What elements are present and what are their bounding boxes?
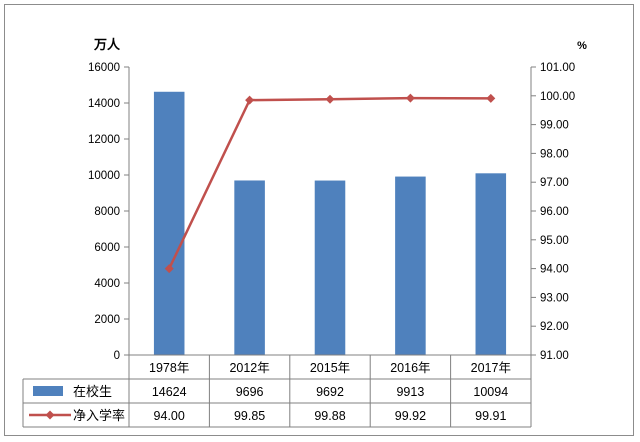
legend-label: 净入学率 [73,408,125,423]
category-label: 2015年 [310,361,350,375]
table-cell: 14624 [152,385,187,399]
table-cell: 99.92 [395,409,426,423]
category-label: 2017年 [471,361,511,375]
rate-marker [325,94,335,104]
bar [395,176,426,355]
left-tick-label: 12000 [88,134,120,146]
right-tick-label: 91.00 [540,350,569,362]
bar [234,180,265,355]
category-label: 2016年 [390,361,430,375]
right-tick-label: 93.00 [540,292,569,304]
bar [475,173,507,355]
rate-marker [486,93,496,103]
table-cell: 10094 [473,385,508,399]
rate-marker [245,95,255,105]
rate-marker [164,264,174,274]
left-tick-label: 6000 [94,242,120,254]
right-tick-label: 97.00 [540,177,569,189]
right-tick-label: 100.00 [540,91,575,103]
table-cell: 9913 [396,385,424,399]
right-tick-label: 94.00 [540,264,569,276]
table-cell: 9692 [316,385,344,399]
right-tick-label: 99.00 [540,120,569,132]
left-tick-label: 0 [114,350,120,362]
right-tick-label: 95.00 [540,235,569,247]
category-label: 1978年 [149,361,189,375]
right-tick-label: 96.00 [540,206,569,218]
left-tick-label: 4000 [94,278,120,290]
legend-label: 在校生 [73,384,112,399]
left-tick-label: 14000 [88,98,120,110]
right-tick-label: 101.00 [540,62,575,74]
left-tick-label: 10000 [88,170,120,182]
table-cell: 9696 [236,385,264,399]
table-cell: 99.88 [314,409,345,423]
table-cell: 99.91 [475,409,506,423]
legend-key-marker [45,410,55,420]
bar [153,91,185,355]
category-label: 2012年 [229,361,269,375]
left-tick-label: 8000 [94,206,120,218]
right-tick-label: 92.00 [540,321,569,333]
bar [314,180,346,355]
left-tick-label: 2000 [94,314,120,326]
right-axis-unit: % [577,40,587,52]
table-cell: 94.00 [154,409,185,423]
plot-area: 0 2000 4000 6000 8000 10000 12000 14000 16000 91.… [88,62,575,362]
combo-chart: 万人 % 0 2000 4000 6000 8000 10000 12000 14000 160… [22,37,587,428]
left-tick-label: 16000 [88,62,120,74]
chart-frame: 万人 % 0 2000 4000 6000 8000 10000 12000 14000 160… [4,4,634,436]
legend-key-bar [33,386,63,396]
left-axis-unit: 万人 [93,37,121,52]
right-tick-label: 98.00 [540,148,569,160]
table-cell: 99.85 [234,409,265,423]
rate-marker [405,93,415,103]
